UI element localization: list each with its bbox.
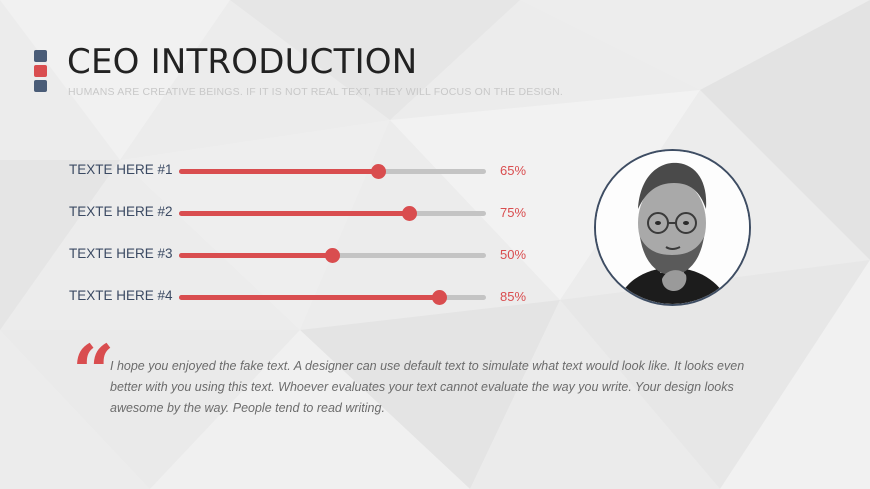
skill-percent: 85% <box>500 289 527 304</box>
skill-fill <box>179 295 440 300</box>
quote-mark-icon: “ <box>72 330 115 416</box>
skill-track <box>179 290 486 305</box>
skill-track <box>179 248 486 263</box>
skill-fill <box>179 211 410 216</box>
skill-knob[interactable] <box>325 248 340 263</box>
skill-knob[interactable] <box>371 164 387 179</box>
skill-row-1: TEXTE HERE #1 65% <box>0 160 600 180</box>
skill-track <box>179 206 486 221</box>
slide-subtitle: HUMANS ARE CREATIVE BEINGS. IF IT IS NOT… <box>68 86 564 98</box>
portrait-illustration <box>596 151 749 304</box>
ceo-portrait <box>594 149 751 306</box>
skill-knob[interactable] <box>401 206 417 221</box>
skill-fill <box>179 169 379 174</box>
skill-label: TEXTE HERE #4 <box>69 288 173 303</box>
skill-label: TEXTE HERE #3 <box>69 246 173 261</box>
skill-percent: 75% <box>500 205 527 220</box>
slide-title: CEO INTRODUCTION <box>67 42 418 82</box>
skill-row-3: TEXTE HERE #3 50% <box>0 244 600 264</box>
title-accent-squares <box>34 50 47 95</box>
skill-fill <box>179 253 333 258</box>
quote-text: I hope you enjoyed the fake text. A desi… <box>110 359 745 415</box>
skill-row-2: TEXTE HERE #2 75% <box>0 202 600 222</box>
skill-percent: 50% <box>500 247 527 262</box>
skill-label: TEXTE HERE #1 <box>69 162 173 177</box>
skill-track <box>179 164 486 179</box>
skill-label: TEXTE HERE #2 <box>69 204 173 219</box>
accent-square-bottom <box>34 80 47 92</box>
skill-percent: 65% <box>500 163 527 178</box>
skill-knob[interactable] <box>432 290 448 305</box>
skill-row-4: TEXTE HERE #4 85% <box>0 286 600 306</box>
accent-square-top <box>34 50 47 62</box>
accent-square-middle <box>34 65 47 77</box>
